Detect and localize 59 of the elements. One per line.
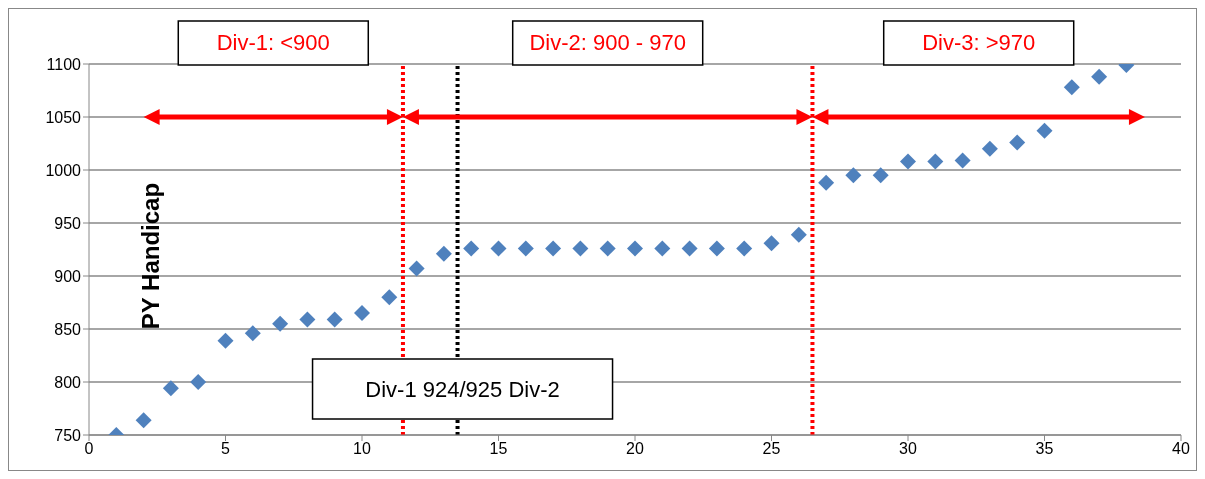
point <box>736 240 753 257</box>
point <box>1036 122 1053 139</box>
y-tick-label: 950 <box>54 214 82 232</box>
point <box>326 311 343 328</box>
y-tick-label: 900 <box>54 267 82 285</box>
point <box>708 240 725 257</box>
point <box>381 289 398 306</box>
y-tick-label: 800 <box>54 373 82 391</box>
point <box>572 240 589 257</box>
point <box>599 240 616 257</box>
x-tick-label: 40 <box>1172 440 1190 458</box>
y-axis-title: PY Handicap <box>137 182 164 330</box>
x-tick-label: 25 <box>762 440 781 458</box>
point <box>545 240 562 257</box>
x-tick-label: 35 <box>1035 440 1054 458</box>
point <box>408 260 425 277</box>
text-box: Div-2: 900 - 970 <box>511 20 704 66</box>
point <box>927 153 944 170</box>
point <box>135 412 152 429</box>
point <box>654 240 671 257</box>
point <box>627 240 643 257</box>
point <box>954 152 971 169</box>
point <box>872 167 889 184</box>
y-tick-label: 1050 <box>45 108 82 126</box>
point <box>490 240 507 257</box>
text-box: Div-3: >970 <box>882 20 1075 66</box>
point <box>299 311 316 328</box>
ref-line-label: Div-1 924/925 Div-2 <box>365 377 560 402</box>
point <box>845 167 862 184</box>
point <box>435 245 452 262</box>
point <box>354 305 370 322</box>
point <box>463 240 480 257</box>
point <box>763 235 780 252</box>
y-tick-label: 1100 <box>46 55 82 73</box>
point <box>681 240 698 257</box>
y-tick-label: 850 <box>54 320 82 338</box>
x-tick-label: 15 <box>489 440 508 458</box>
y-tick-label: 750 <box>54 426 82 444</box>
text-box: Div-1 924/925 Div-2 <box>311 358 614 420</box>
x-tick-label: 30 <box>899 440 917 458</box>
point <box>517 240 534 257</box>
point <box>190 374 207 390</box>
point <box>818 174 835 191</box>
point <box>244 325 261 342</box>
point <box>217 332 234 349</box>
x-tick-label: 20 <box>626 440 644 458</box>
point <box>1009 134 1026 151</box>
y-tick-label: 1000 <box>45 161 82 179</box>
point <box>272 315 289 332</box>
point <box>900 153 916 170</box>
x-tick-label: 0 <box>84 440 94 458</box>
point <box>1091 68 1108 85</box>
point <box>162 380 179 397</box>
point <box>981 140 998 157</box>
x-tick-label: 10 <box>353 440 371 458</box>
point <box>1063 79 1080 96</box>
x-tick-label: 5 <box>221 440 231 458</box>
point <box>790 226 807 243</box>
text-box: Div-1: <900 <box>177 20 370 66</box>
